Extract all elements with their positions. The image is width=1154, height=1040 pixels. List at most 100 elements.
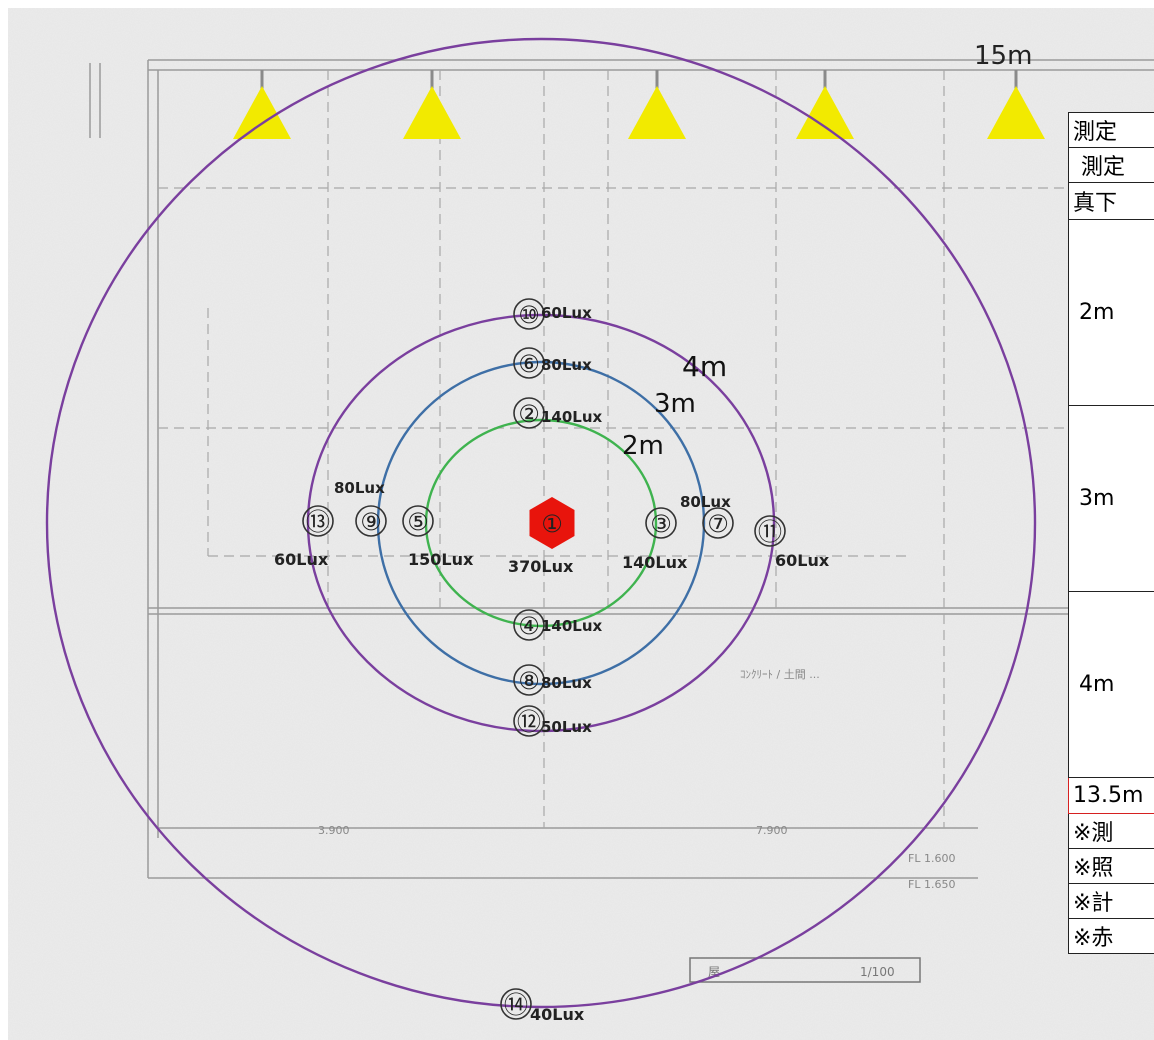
- point-circle: [513, 298, 545, 330]
- lux-label: 60Lux: [775, 551, 830, 570]
- point-circle: [754, 515, 786, 547]
- lamp-spacing-label: 15m: [974, 41, 1032, 71]
- lux-label: 80Lux: [541, 356, 592, 374]
- point-circle: [702, 507, 734, 539]
- dim-left: 3.900: [318, 824, 350, 837]
- point-number: ⑪: [758, 518, 782, 546]
- point-number: ③: [650, 510, 672, 538]
- level-2: FL 1.650: [908, 878, 955, 891]
- lux-label: 140Lux: [622, 553, 688, 572]
- measurement-table-clip: 測定 測定 真下 2m 3m 4m 13.5m ※測 ※照 ※計 ※赤: [1068, 112, 1154, 1040]
- ring-layer: 2m 3m 4m: [45, 37, 1037, 1009]
- table-row: ※計: [1068, 883, 1154, 919]
- table-row: 13.5m: [1068, 777, 1154, 814]
- measurement-point: ⑫ 50Lux: [513, 705, 592, 737]
- point-circle: [513, 347, 545, 379]
- point-number: ⑫: [517, 708, 541, 736]
- lux-label: 80Lux: [541, 674, 592, 692]
- table-cell: 13.5m: [1068, 777, 1154, 814]
- point-number: ⑨: [360, 508, 382, 536]
- table-cell: 3m: [1068, 405, 1154, 592]
- point-number: ①: [541, 510, 563, 538]
- lux-label: 80Lux: [334, 479, 385, 497]
- lux-label: 40Lux: [530, 1005, 585, 1024]
- measurement-point: ⑪ 60Lux: [754, 515, 830, 570]
- lamp-icon: [628, 86, 686, 139]
- table-row: ※照: [1068, 848, 1154, 884]
- point-circle: [513, 609, 545, 641]
- table-cell: 4m: [1068, 591, 1154, 778]
- point-circle: [645, 507, 677, 539]
- table-cell: ※照: [1068, 848, 1154, 884]
- lux-label: 150Lux: [408, 550, 474, 569]
- lux-label: 80Lux: [680, 493, 731, 511]
- floor-plan-drawing: ｺﾝｸﾘｰﾄ / 土間 ... 3.900 7.900 FL 1.600 FL …: [8, 8, 1154, 1040]
- point-circle: [513, 705, 545, 737]
- point-circle: [513, 664, 545, 696]
- measurement-point: ⑥ 80Lux: [513, 347, 592, 379]
- table-row: 4m: [1068, 591, 1154, 778]
- point-number: ⑤: [407, 508, 429, 536]
- measurement-point: ⑨ 80Lux: [334, 479, 387, 537]
- stamp-text-2: 1/100: [860, 965, 895, 979]
- dim-right: 7.900: [756, 824, 788, 837]
- plan-grid-lines: [89, 59, 1154, 879]
- level-1: FL 1.600: [908, 852, 955, 865]
- table-cell: ※計: [1068, 883, 1154, 919]
- table-row: 真下: [1068, 182, 1154, 220]
- title-stamp: 屋 1/100: [689, 957, 921, 983]
- ring-label: 4m: [682, 350, 727, 383]
- point-number: ④: [518, 612, 540, 640]
- ring-label: 2m: [622, 431, 664, 461]
- lux-label: 50Lux: [541, 718, 592, 736]
- table-row: 測定: [1068, 147, 1154, 183]
- table-row: ※赤: [1068, 918, 1154, 954]
- paper-texture: [8, 8, 1154, 1040]
- lux-label: 370Lux: [508, 557, 574, 576]
- point-circle: [402, 505, 434, 537]
- table-cell: 測定: [1068, 112, 1154, 148]
- plan-annotations: ｺﾝｸﾘｰﾄ / 土間 ... 3.900 7.900 FL 1.600 FL …: [318, 668, 955, 891]
- measurement-point: ③ 140Lux: [622, 507, 688, 572]
- lux-label: 140Lux: [541, 408, 603, 426]
- table-cell: 真下: [1068, 182, 1154, 220]
- measurement-point: ⑬ 60Lux: [274, 505, 334, 569]
- lamp-icon: [233, 86, 291, 139]
- lamp-row: [233, 70, 1045, 139]
- point-number: ⑧: [518, 667, 540, 695]
- measurement-point: ⑧ 80Lux: [513, 664, 592, 696]
- table-cell: 測定: [1068, 147, 1154, 183]
- table-cell: 2m: [1068, 219, 1154, 406]
- table-cell: ※測: [1068, 813, 1154, 849]
- measurement-point: ② 140Lux: [513, 397, 603, 429]
- table-cell: ※赤: [1068, 918, 1154, 954]
- distance-ring: [376, 360, 706, 686]
- distance-ring: [45, 37, 1037, 1009]
- point-number: ②: [518, 400, 540, 428]
- table-row: 2m: [1068, 219, 1154, 406]
- point-number: ⑬: [306, 508, 330, 536]
- table-row: 3m: [1068, 405, 1154, 592]
- lux-label: 60Lux: [541, 304, 592, 322]
- point-number: ⑦: [707, 510, 729, 538]
- point-number: ⑭: [504, 991, 528, 1019]
- ring-label: 3m: [654, 389, 696, 419]
- distance-ring: [424, 418, 658, 628]
- measurement-point: ④ 140Lux: [513, 609, 603, 641]
- point-number: ⑥: [518, 350, 540, 378]
- point-circle: [355, 505, 387, 537]
- floor-note: ｺﾝｸﾘｰﾄ / 土間 ...: [740, 668, 820, 681]
- center-marker-icon: [529, 497, 575, 549]
- plan-dashed-lines: [158, 70, 1154, 828]
- point-circle: [302, 505, 334, 537]
- measurement-point: ⑩ 60Lux: [513, 298, 592, 330]
- lux-label: 140Lux: [541, 617, 603, 635]
- measurement-table: 測定 測定 真下 2m 3m 4m 13.5m ※測 ※照 ※計 ※赤: [1068, 112, 1154, 954]
- lux-label: 60Lux: [274, 550, 329, 569]
- lamp-icon: [796, 86, 854, 139]
- point-circle: [513, 397, 545, 429]
- measurement-point: ① 370Lux: [508, 497, 575, 576]
